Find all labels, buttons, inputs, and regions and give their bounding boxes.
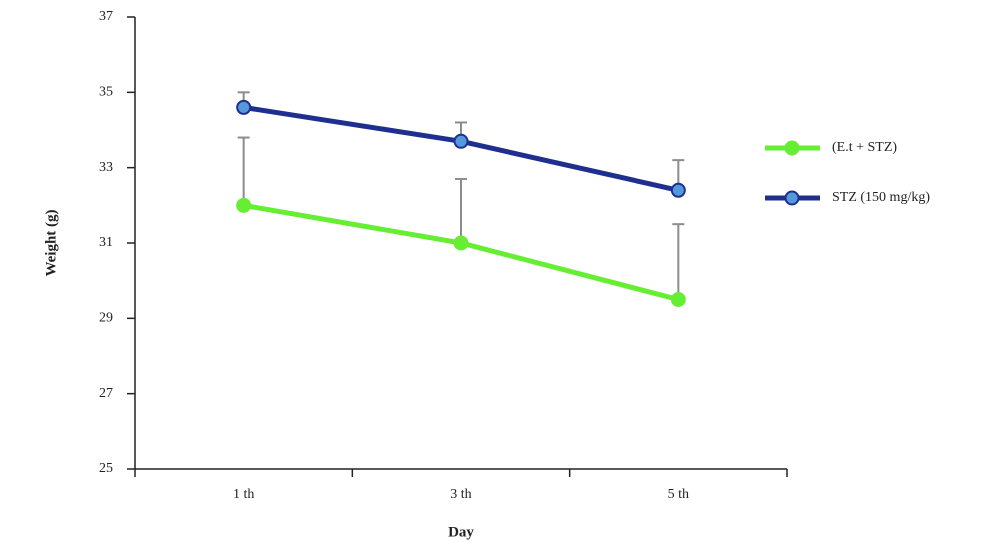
legend-label: STZ (150 mg/kg) (832, 190, 930, 205)
marker (670, 182, 686, 198)
marker (236, 99, 252, 115)
x-tick-label: 5 th (668, 487, 689, 502)
x-tick-label: 1 th (233, 487, 254, 502)
marker (236, 197, 252, 213)
legend-label: (E.t + STZ) (832, 140, 897, 155)
y-tick-label: 37 (99, 9, 113, 24)
y-tick-label: 35 (99, 85, 113, 100)
y-tick-label: 25 (99, 461, 113, 476)
x-axis-title: Day (448, 524, 474, 540)
legend-marker (784, 140, 800, 156)
marker (670, 292, 686, 307)
y-tick-label: 33 (99, 160, 113, 175)
legend-marker (784, 190, 800, 206)
x-tick-label: 3 th (450, 487, 471, 502)
y-tick-label: 27 (99, 386, 113, 401)
marker (453, 133, 469, 149)
series-line (243, 104, 679, 193)
y-axis-title: Weight (g) (43, 209, 59, 276)
y-tick-label: 29 (99, 311, 113, 326)
marker (453, 235, 469, 251)
y-tick-label: 31 (99, 235, 113, 250)
